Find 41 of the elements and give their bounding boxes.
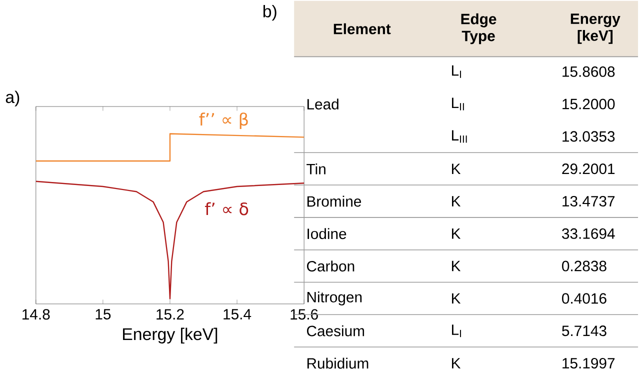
text: Caesium [307, 326, 364, 336]
text: Lead [307, 98, 338, 110]
text: a) [6, 90, 20, 107]
series-label: f’’ ∝ β [199, 112, 248, 130]
x-tick-label: 15.4 [224, 309, 252, 320]
text: Tin [306, 164, 326, 174]
text: L$_{II}$ [452, 98, 464, 110]
text: 15.2000 [562, 98, 615, 110]
text: L$_{I}$ [452, 66, 462, 78]
x-tick-label: 15 [96, 309, 111, 320]
text: K [452, 358, 461, 369]
text: 0.2838 [562, 260, 606, 272]
text: K [452, 293, 461, 304]
category-label: Edge Type [461, 14, 496, 44]
text: Iodine [308, 228, 346, 240]
category-label: Element [334, 23, 391, 34]
text: K [452, 196, 461, 207]
x-axis-title: Energy [keV] [123, 328, 218, 344]
text: K [452, 164, 461, 174]
text: K [452, 228, 461, 239]
text: Rubidium [307, 358, 368, 369]
text: 0.4016 [562, 293, 606, 304]
text: 15.8608 [562, 66, 615, 78]
text: 15.1997 [562, 358, 615, 369]
text: 33.1694 [562, 228, 615, 240]
text: L$_{III}$ [452, 130, 467, 143]
text: K [452, 261, 461, 272]
x-tick-label: 15.6 [290, 309, 318, 320]
x-tick-label: 15.2 [156, 309, 184, 320]
x-tick-label: 14.8 [22, 309, 50, 320]
series-label: f’ ∝ δ [205, 202, 248, 216]
text: Carbon [307, 260, 354, 272]
category-label: Energy [keV] [570, 14, 620, 44]
text: 5.7143 [562, 326, 606, 336]
text: Nitrogen [307, 292, 362, 306]
text: Bromine [307, 196, 362, 207]
text: b) [263, 5, 276, 21]
text: 13.4737 [562, 196, 615, 207]
text: L$_{I}$ [452, 324, 462, 338]
text: 29.2001 [562, 164, 615, 174]
text: 13.0353 [562, 131, 615, 142]
